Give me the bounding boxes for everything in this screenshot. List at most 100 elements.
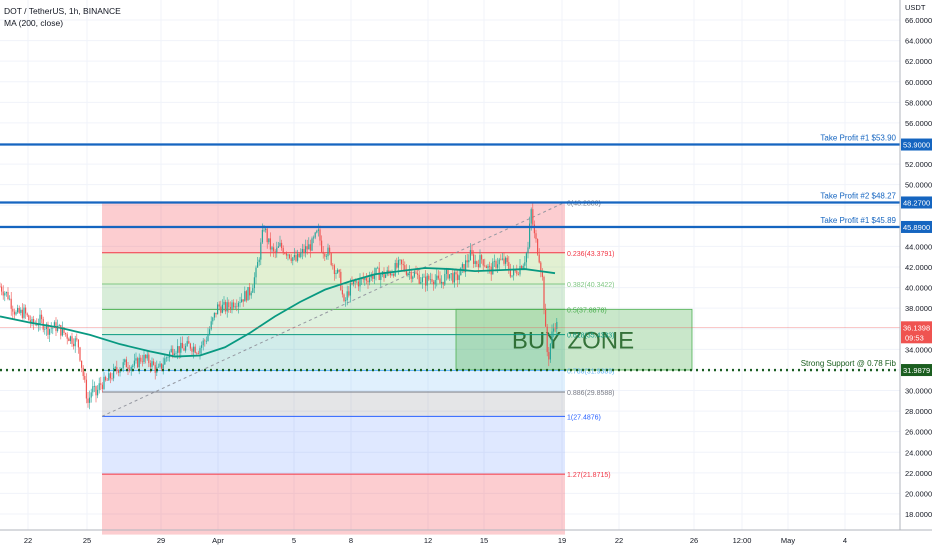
candle-body <box>84 376 86 380</box>
candle-body <box>396 262 398 268</box>
y-tick-label: 64.0000 <box>905 37 932 46</box>
candle-body <box>533 224 535 234</box>
candle-body <box>87 398 89 403</box>
candle-body <box>209 329 211 335</box>
x-axis[interactable]: 22 25 29 Apr 5 8 12 15 19 22 26 12:00 May 4 <box>24 536 847 545</box>
candle-body <box>263 229 265 231</box>
candle-body <box>298 253 300 257</box>
candle-body <box>468 260 470 263</box>
candle-body <box>221 304 223 313</box>
candle-body <box>181 342 183 349</box>
candle-body <box>180 342 182 353</box>
candle-body <box>74 338 76 347</box>
y-tick-label: 38.0000 <box>905 304 932 313</box>
candle-body <box>373 274 375 279</box>
candle-body <box>73 343 75 347</box>
candle-body <box>434 280 436 285</box>
candle-body <box>367 280 369 283</box>
candle-body <box>252 288 254 293</box>
ma-200-series <box>0 267 556 358</box>
x-tick-label: 29 <box>157 536 165 545</box>
candle-body <box>191 348 193 352</box>
candle-body <box>154 364 156 373</box>
candle-body <box>241 299 243 303</box>
candle-body <box>362 278 364 280</box>
candle-body <box>479 255 481 268</box>
candle-body <box>284 253 286 254</box>
candle-body <box>186 341 188 346</box>
candle-body <box>61 327 63 336</box>
candle-body <box>279 242 281 247</box>
current-price-tag: 36.1398 <box>903 323 930 332</box>
candle-body <box>17 307 19 313</box>
candle-body <box>401 259 403 265</box>
candle-body <box>245 291 247 301</box>
candle-body <box>151 361 153 367</box>
candle-body <box>426 275 428 286</box>
candle-body <box>143 355 145 362</box>
candle-body <box>188 341 190 344</box>
candle-body <box>172 348 174 355</box>
candle-body <box>287 254 289 256</box>
candle-body <box>10 298 12 309</box>
current-price-tag-bg <box>901 321 932 344</box>
candle-body <box>129 368 131 371</box>
candle-body <box>57 325 59 331</box>
candle-body <box>511 275 513 277</box>
fib-retracement <box>102 202 565 535</box>
x-tick-label: 22 <box>24 536 32 545</box>
candle-body <box>306 246 308 250</box>
candle-body <box>402 264 404 266</box>
take-profit-label: Take Profit #1 $53.90 <box>820 134 896 143</box>
candle-body <box>437 275 439 279</box>
candle-body <box>466 260 468 263</box>
candle-body <box>329 247 331 254</box>
candle-body <box>516 270 518 275</box>
buy-zone-label: BUY ZONE <box>512 328 634 355</box>
candle-body <box>217 304 219 315</box>
candle-body <box>66 334 68 339</box>
candle-body <box>405 270 407 275</box>
candle-body <box>229 307 231 309</box>
y-tick-label: 58.0000 <box>905 98 932 107</box>
symbol-title: DOT / TetherUS, 1h, BINANCE <box>4 6 121 16</box>
candle-body <box>556 321 558 329</box>
candle-body <box>100 383 102 385</box>
candle-body <box>23 307 25 318</box>
candle-body <box>117 370 119 373</box>
buy-zone-box <box>455 308 693 371</box>
candle-body <box>47 324 49 335</box>
candle-body <box>425 276 427 286</box>
candle-body <box>282 248 284 254</box>
candle-body <box>380 274 382 280</box>
candle-body <box>517 274 519 275</box>
candle-body <box>506 257 508 263</box>
candle-body <box>261 229 263 243</box>
candle-body <box>146 354 148 359</box>
candle-body <box>519 266 521 275</box>
candle-body <box>71 336 73 344</box>
x-tick-label: 26 <box>690 536 698 545</box>
y-tick-label: 52.0000 <box>905 160 932 169</box>
candle-body <box>535 233 537 240</box>
candle-body <box>316 230 318 233</box>
fib-band <box>102 416 565 475</box>
candle-body <box>324 253 326 257</box>
candle-body <box>393 274 395 276</box>
candle-body <box>108 373 110 381</box>
candle-body <box>255 267 257 278</box>
candle-body <box>26 313 28 316</box>
candle-body <box>453 272 455 283</box>
candle-body <box>12 308 14 312</box>
x-tick-label: 25 <box>83 536 91 545</box>
fib-band <box>102 370 565 392</box>
y-tick-label: 44.0000 <box>905 242 932 251</box>
candle-body <box>508 262 510 271</box>
candle-body <box>524 262 526 266</box>
y-tick-label: 18.0000 <box>905 510 932 519</box>
y-tick-label: 56.0000 <box>905 119 932 128</box>
fib-band <box>102 284 565 310</box>
candle-body <box>313 237 315 239</box>
